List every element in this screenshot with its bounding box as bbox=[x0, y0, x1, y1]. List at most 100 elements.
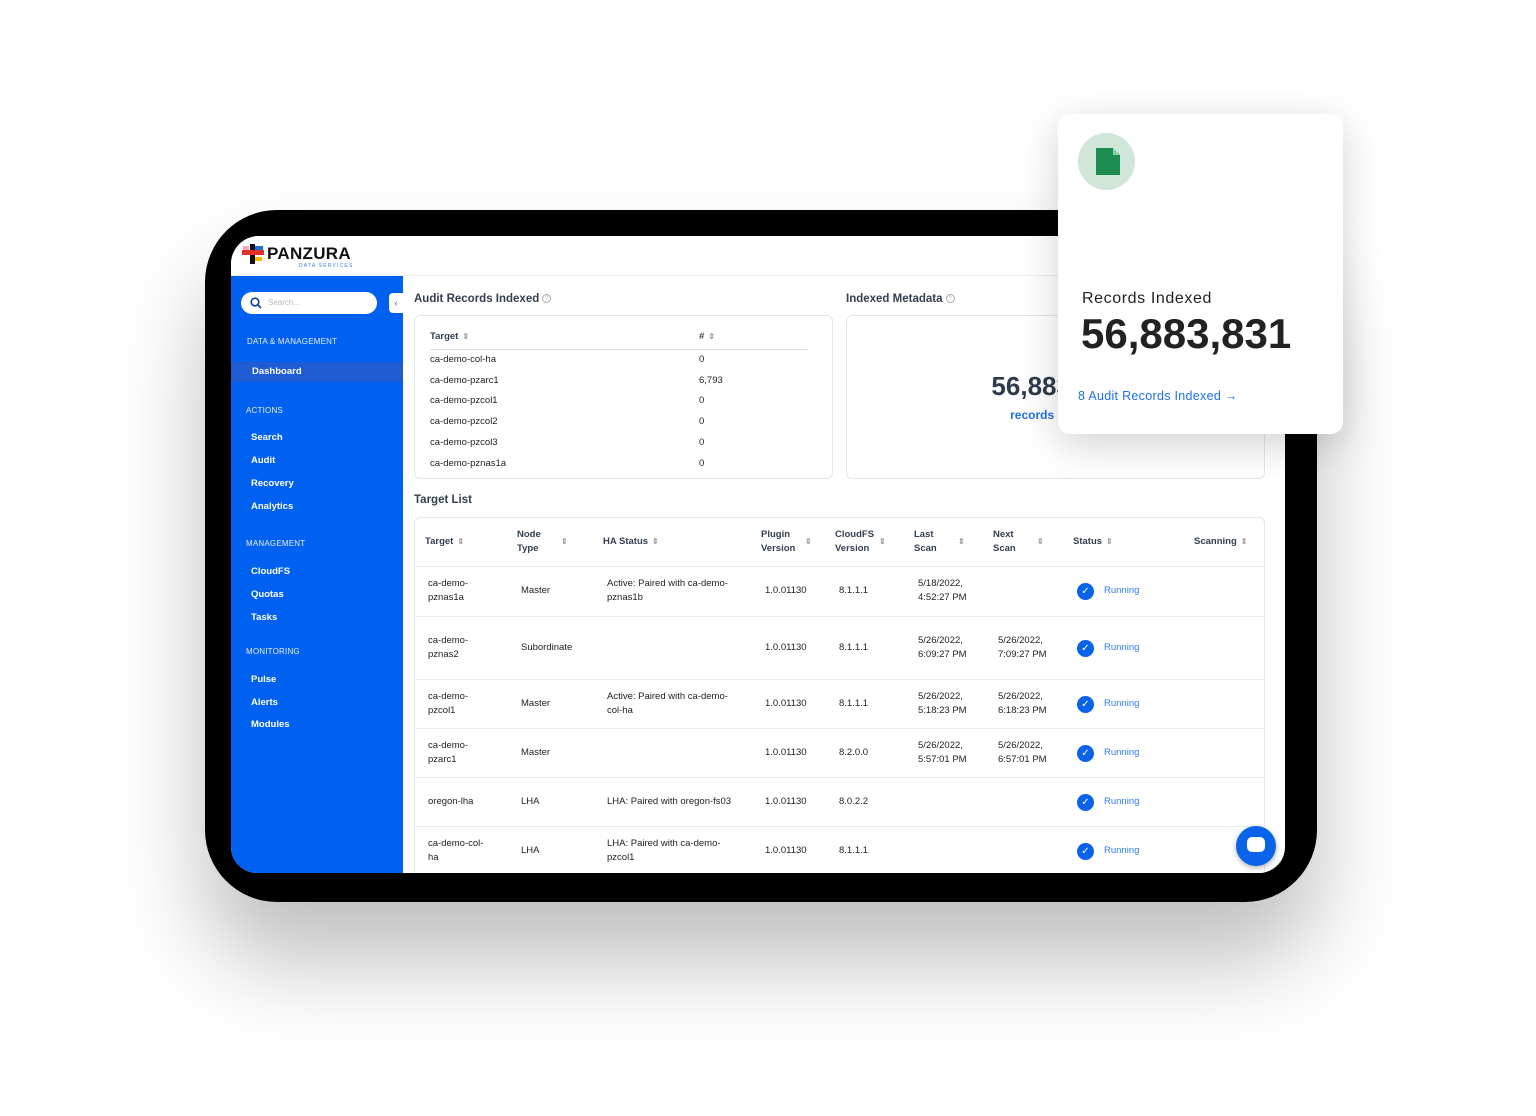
sort-icon: ⇕ bbox=[1037, 537, 1044, 546]
status-running[interactable]: Running bbox=[1104, 697, 1140, 709]
audit-target: ca-demo-pzcol2 bbox=[430, 416, 498, 428]
header-count[interactable]: # ⇕ bbox=[699, 331, 715, 342]
sidebar-item-recovery[interactable]: Recovery bbox=[251, 478, 294, 489]
cell-last: 5/18/2022, 4:52:27 PM bbox=[918, 578, 967, 603]
table-row[interactable]: ca-demo-pznas1a Master Active: Paired with… bbox=[415, 566, 1264, 616]
audit-count: 0 bbox=[699, 354, 705, 365]
cell-ha: LHA: Paired with oregon-fs03 bbox=[607, 795, 732, 807]
sidebar-item-quotas[interactable]: Quotas bbox=[251, 589, 284, 600]
status-running[interactable]: Running bbox=[1104, 641, 1140, 653]
table-row[interactable]: oregon-lha LHA LHA: Paired with oregon-fs0… bbox=[415, 777, 1264, 826]
cell-cloudfs: 8.1.1.1 bbox=[839, 641, 869, 653]
cell-target: ca-demo-pznas1a bbox=[428, 578, 469, 603]
cell-ha: Active: Paired with ca-demo-col-ha bbox=[607, 690, 728, 716]
check-circle-icon: ✓ bbox=[1077, 583, 1094, 600]
cell-target: ca-demo-pzcol1 bbox=[428, 690, 469, 716]
cell-plugin: 1.0.01130 bbox=[765, 844, 807, 856]
check-circle-icon: ✓ bbox=[1077, 842, 1094, 860]
column-header[interactable]: Next Scan ⇕ bbox=[993, 529, 1044, 554]
audit-target: ca-demo-pzcol3 bbox=[430, 436, 498, 448]
table-row[interactable]: ca-demo-pzarc1 Master 1.0.01130 8.2.0.0 5/26… bbox=[415, 728, 1264, 777]
column-header[interactable]: Scanning ⇕ bbox=[1194, 536, 1248, 547]
sidebar-item-alerts[interactable]: Alerts bbox=[251, 697, 278, 708]
cell-cloudfs: 8.0.2.2 bbox=[839, 795, 869, 807]
cell-plugin: 1.0.01130 bbox=[765, 795, 807, 807]
panzura-logo-icon bbox=[242, 244, 264, 264]
sidebar-item-tasks[interactable]: Tasks bbox=[251, 612, 278, 623]
sidebar: Search... ‹ DATA & MANAGEMENT Dashboard … bbox=[231, 276, 403, 873]
cell-target: oregon-lha bbox=[428, 795, 474, 807]
cell-next: 5/26/2022, 7:09:27 PM bbox=[998, 634, 1047, 660]
sidebar-item-search[interactable]: Search bbox=[251, 432, 283, 443]
check-circle-icon: ✓ bbox=[1077, 639, 1094, 657]
section-data-management: DATA & MANAGEMENT bbox=[247, 337, 338, 346]
sidebar-item-cloudfs[interactable]: CloudFS bbox=[251, 566, 291, 577]
column-header[interactable]: HA Status ⇕ bbox=[603, 536, 659, 547]
sidebar-item-audit[interactable]: Audit bbox=[251, 455, 276, 466]
status-running[interactable]: Running bbox=[1104, 795, 1140, 807]
sort-icon: ⇕ bbox=[462, 332, 470, 341]
table-row[interactable]: ca-demo-pzcol1 Master Active: Paired with … bbox=[415, 679, 1264, 728]
cell-ha bbox=[607, 728, 737, 777]
cell-plugin: 1.0.01130 bbox=[765, 641, 807, 653]
brand-name: PANZURA bbox=[267, 244, 351, 263]
sidebar-item-label: Dashboard bbox=[252, 366, 302, 377]
cell-ha bbox=[607, 616, 737, 679]
sort-icon: ⇕ bbox=[708, 332, 715, 341]
column-header[interactable]: Last Scan ⇕ bbox=[914, 529, 965, 554]
sidebar-item-analytics[interactable]: Analytics bbox=[251, 501, 294, 512]
arrow-right-icon: → bbox=[1224, 389, 1238, 403]
brand-tagline: DATA SERVICES bbox=[299, 263, 354, 269]
table-row[interactable]: ca-demo-col-ha LHA LHA: Paired with ca-dem… bbox=[415, 826, 1264, 873]
cell-cloudfs: 8.2.0.0 bbox=[839, 746, 869, 758]
audit-target: ca-demo-pzarc1 bbox=[430, 374, 499, 386]
help-icon[interactable]: ? bbox=[542, 294, 552, 304]
column-header[interactable]: Node Type ⇕ bbox=[517, 529, 568, 554]
row-divider bbox=[415, 616, 1264, 617]
help-icon[interactable]: ? bbox=[945, 294, 955, 304]
records-indexed-card: Records Indexed 56,883,831 8 Audit Recor… bbox=[1058, 114, 1343, 434]
cell-plugin: 1.0.01130 bbox=[765, 746, 807, 758]
audit-target: ca-demo-col-ha bbox=[430, 354, 496, 365]
search-input[interactable]: Search... bbox=[241, 292, 377, 314]
cell-last: 5/26/2022, 5:57:01 PM bbox=[918, 739, 967, 765]
audit-records-link[interactable]: 8 Audit Records Indexed → bbox=[1078, 389, 1238, 403]
row-divider bbox=[415, 777, 1264, 778]
cell-last bbox=[918, 826, 988, 873]
sidebar-item-modules[interactable]: Modules bbox=[251, 719, 290, 730]
chat-button[interactable] bbox=[1236, 826, 1276, 866]
sidebar-item-dashboard[interactable] bbox=[231, 362, 403, 382]
column-header[interactable]: CloudFS Version ⇕ bbox=[835, 529, 886, 554]
audit-count: 0 bbox=[699, 395, 705, 407]
sidebar-item-pulse[interactable]: Pulse bbox=[251, 674, 277, 685]
cell-next: 5/26/2022, 6:18:23 PM bbox=[998, 690, 1047, 716]
cell-node: Subordinate bbox=[521, 641, 573, 653]
sort-icon: ⇕ bbox=[457, 537, 465, 546]
sort-icon: ⇕ bbox=[1106, 537, 1113, 546]
cell-target: ca-demo-pzarc1 bbox=[428, 739, 469, 765]
column-header[interactable]: Target ⇕ bbox=[425, 536, 465, 547]
search-placeholder: Search... bbox=[268, 298, 301, 307]
cell-last: 5/26/2022, 6:09:27 PM bbox=[918, 634, 967, 660]
status-running[interactable]: Running bbox=[1104, 746, 1140, 758]
table-row[interactable]: ca-demo-pznas2 Subordinate 1.0.01130 8.1.1.… bbox=[415, 616, 1264, 679]
sort-icon: ⇕ bbox=[805, 537, 812, 546]
check-circle-icon: ✓ bbox=[1077, 744, 1094, 762]
status-running[interactable]: Running bbox=[1104, 844, 1140, 856]
cell-next bbox=[998, 826, 1068, 873]
check-circle-icon: ✓ bbox=[1077, 793, 1094, 811]
header-target[interactable]: Target ⇕ bbox=[430, 331, 470, 342]
cell-cloudfs: 8.1.1.1 bbox=[839, 585, 869, 596]
chevron-left-icon[interactable]: ‹ bbox=[389, 293, 403, 313]
row-divider bbox=[415, 679, 1264, 680]
sort-icon: ⇕ bbox=[652, 537, 659, 546]
column-header[interactable]: Status ⇕ bbox=[1073, 536, 1113, 547]
card-label: Records Indexed bbox=[1082, 290, 1212, 307]
status-running[interactable]: Running bbox=[1104, 585, 1140, 596]
audit-target: ca-demo-pznas1a bbox=[430, 457, 507, 469]
column-header[interactable]: Plugin Version ⇕ bbox=[761, 529, 812, 554]
audit-title: Audit Records Indexed? bbox=[414, 293, 552, 305]
target-list-title: Target List bbox=[414, 494, 472, 506]
cell-next: 5/26/2022, 6:57:01 PM bbox=[998, 739, 1047, 765]
audit-count: 0 bbox=[699, 457, 705, 469]
